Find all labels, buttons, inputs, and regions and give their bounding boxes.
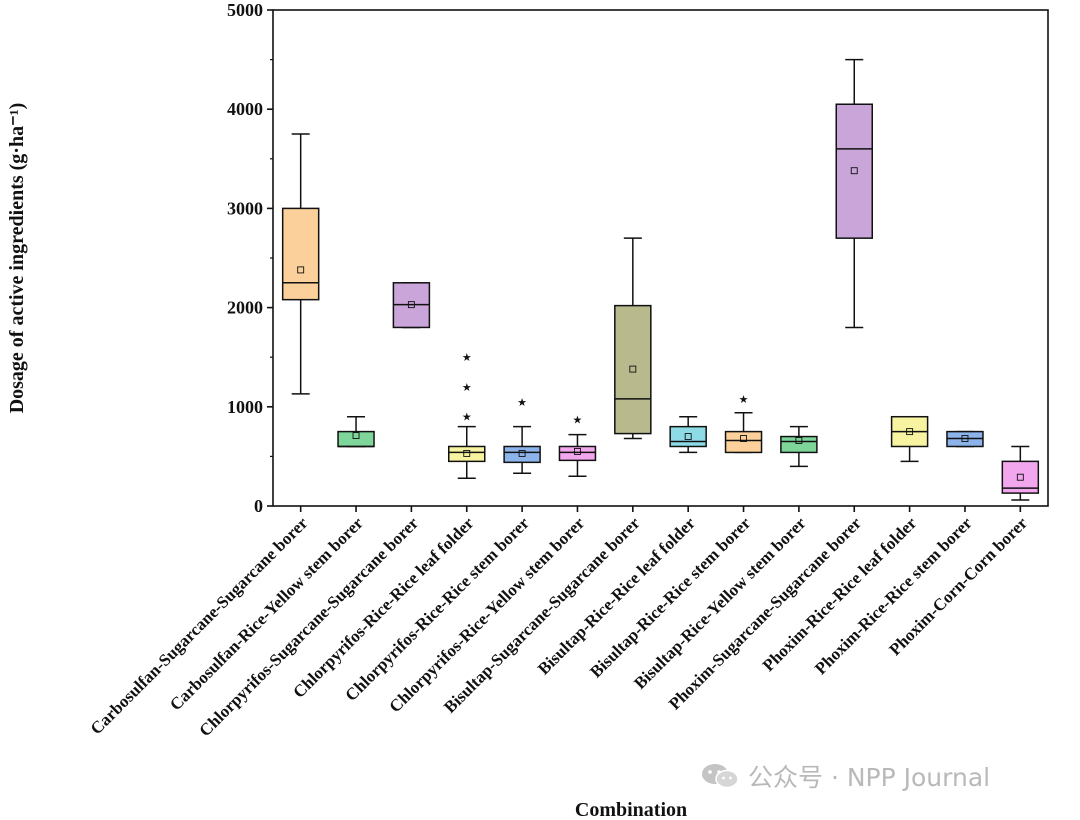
iqr-box (281, 207, 320, 301)
y-axis-title: Dosage of active ingredients (g·ha⁻¹) (6, 103, 28, 414)
box-14 (1001, 445, 1040, 501)
box-3 (392, 282, 431, 329)
outlier-marker: ★ (462, 381, 472, 394)
mean-marker (463, 449, 471, 457)
y-tick-label: 5000 (227, 0, 263, 20)
box-7 (614, 237, 652, 440)
x-axis-title: Combination (575, 799, 687, 820)
mean-marker (1016, 473, 1024, 481)
outlier-marker: ★ (462, 351, 472, 364)
mean-marker (906, 428, 914, 436)
mean-marker (518, 449, 526, 457)
mean-marker (407, 301, 415, 309)
box-8 (669, 415, 707, 454)
y-tick-label: 0 (254, 496, 263, 516)
box-1 (281, 133, 320, 395)
outlier-marker: ★ (573, 414, 583, 427)
iqr-box (337, 430, 375, 448)
iqr-box (448, 445, 486, 463)
iqr-box (835, 103, 873, 239)
mean-marker (850, 167, 858, 175)
outlier-marker: ★ (517, 396, 527, 409)
category-label: Bisultap-Sugarcane-Sugarcane borer (440, 513, 644, 717)
outlier-marker: ★ (739, 393, 749, 406)
box-13 (946, 430, 984, 448)
plot-frame (272, 9, 1049, 507)
category-label: Carbosulfan-Rice-Yellow stem borer (166, 513, 367, 714)
box-2 (337, 415, 375, 448)
iqr-box (724, 430, 763, 454)
mean-marker (740, 435, 747, 442)
mean-marker (684, 433, 692, 441)
mean-marker (795, 437, 803, 444)
box-6: ★ (558, 414, 597, 477)
mean-marker (574, 447, 581, 455)
box-5: ★ (503, 396, 541, 475)
iqr-box (558, 445, 597, 462)
outlier-marker: ★ (462, 411, 472, 424)
iqr-box (503, 445, 541, 464)
watermark: 公众号 · NPP Journal (700, 758, 990, 794)
iqr-box (780, 435, 818, 454)
category-label: Carbosulfan-Sugarcane-Sugarcane borer (87, 513, 312, 738)
y-tick-label: 3000 (227, 198, 263, 218)
mean-marker (297, 266, 305, 274)
box-10 (780, 425, 818, 468)
y-tick-label: 4000 (227, 99, 263, 119)
wechat-icon (702, 764, 739, 789)
watermark-text: 公众号 · NPP Journal (748, 763, 991, 792)
mean-marker (629, 365, 637, 373)
box-12 (890, 415, 929, 463)
y-tick-label: 1000 (227, 397, 263, 417)
y-tick-label: 2000 (227, 298, 263, 318)
box-9: ★ (724, 393, 763, 454)
plot-area: 0 1000 2000 3000 4000 5000 Carbosulfan-Sugarca… (6, 0, 1049, 820)
box-11 (835, 58, 873, 329)
mean-marker (352, 432, 360, 440)
iqr-box (669, 425, 707, 448)
box-4: ★ ★ ★ (448, 351, 486, 479)
category-label: Chlorpyrifos-Rice-Yellow stem borer (385, 513, 588, 716)
mean-marker (961, 435, 969, 442)
iqr-box (614, 304, 652, 435)
